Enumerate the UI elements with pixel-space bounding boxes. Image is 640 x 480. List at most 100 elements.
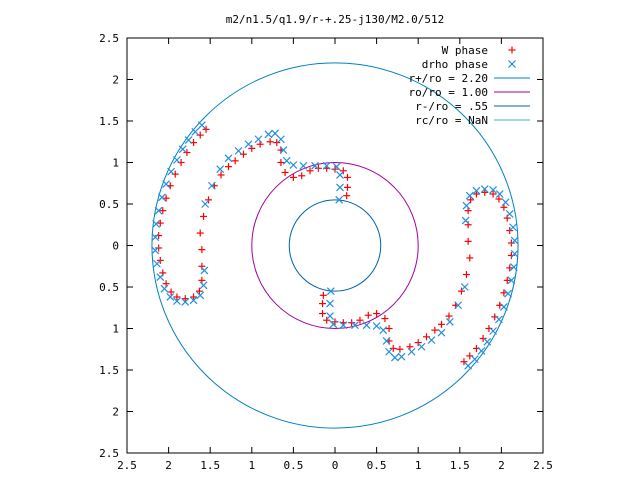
point: [231, 157, 239, 165]
x-tick-label: 0.5: [367, 459, 387, 472]
point: [225, 163, 233, 171]
point: [289, 161, 298, 169]
point: [356, 316, 364, 324]
point: [461, 216, 470, 225]
point: [499, 302, 508, 311]
point: [281, 168, 289, 176]
axis-ticks: 2.5 2 1.5 1 0.5 0 0.5 1 1.5 2 2.52.521.510.500.511…: [99, 32, 553, 472]
point: [319, 310, 327, 318]
point: [156, 273, 165, 281]
point: [379, 326, 388, 335]
point: [460, 358, 468, 366]
y-tick-label: 2: [112, 406, 119, 419]
point: [166, 293, 175, 301]
point: [417, 342, 426, 351]
point: [472, 190, 480, 198]
y-tick-label: 2.5: [99, 32, 119, 45]
point: [381, 315, 389, 323]
x-tick-label: 0: [332, 459, 339, 472]
point: [364, 311, 372, 319]
point: [385, 325, 393, 332]
point: [198, 276, 206, 284]
point: [457, 287, 465, 295]
point: [472, 186, 481, 195]
point: [500, 203, 508, 211]
point: [494, 315, 503, 324]
legend-marker: [508, 46, 516, 54]
point: [162, 194, 170, 202]
x-tick-label: 1: [248, 459, 255, 472]
point: [489, 190, 497, 198]
legend-label: rc/ro = NaN: [415, 114, 488, 127]
point: [216, 165, 225, 174]
point: [276, 135, 285, 144]
point: [326, 312, 334, 320]
point: [329, 320, 338, 329]
point: [298, 172, 306, 180]
point: [501, 198, 510, 207]
point: [189, 296, 198, 305]
point: [152, 219, 161, 228]
point: [197, 121, 206, 130]
x-tick-label: 2.5: [117, 459, 137, 472]
point: [396, 345, 404, 353]
point: [462, 201, 471, 210]
point: [481, 188, 489, 196]
point: [437, 320, 445, 328]
point: [172, 297, 181, 306]
point: [510, 249, 519, 258]
point: [397, 352, 406, 361]
point: [273, 139, 281, 147]
x-tick-label: 2: [165, 459, 172, 472]
point: [326, 287, 335, 296]
point: [306, 167, 314, 175]
point: [264, 130, 273, 139]
x-tick-label: 1: [415, 459, 422, 472]
point: [289, 173, 297, 181]
point: [162, 280, 170, 288]
point: [407, 347, 416, 356]
point: [500, 289, 508, 297]
y-tick-label: 1: [112, 157, 119, 170]
point: [299, 161, 308, 170]
point: [483, 337, 492, 346]
legend-marker: [508, 60, 516, 68]
point: [343, 183, 351, 191]
point: [445, 312, 453, 320]
point: [323, 316, 331, 324]
legend-label: ro/ro = 1.00: [409, 86, 488, 99]
point: [479, 334, 487, 342]
point: [465, 191, 474, 200]
y-tick-label: 1.5: [99, 115, 119, 128]
x-tick-label: 2.5: [533, 459, 553, 472]
point: [244, 140, 253, 149]
series-0: [155, 125, 515, 366]
point: [389, 344, 397, 352]
point: [462, 271, 470, 279]
legend-label: r+/ro = 2.20: [409, 72, 488, 85]
point: [160, 284, 169, 293]
x-tick-label: 1.5: [200, 459, 220, 472]
point: [509, 223, 517, 232]
point: [510, 236, 519, 245]
point: [332, 162, 341, 171]
point: [153, 259, 161, 268]
point: [507, 276, 516, 285]
point: [156, 219, 164, 227]
point: [466, 254, 474, 262]
point: [159, 207, 167, 215]
point: [326, 299, 334, 308]
circle-0: [151, 62, 519, 429]
legend-label: drho phase: [422, 58, 488, 71]
point: [504, 289, 512, 298]
point: [199, 281, 208, 290]
point: [184, 136, 193, 145]
x-tick-label: 0.5: [283, 459, 303, 472]
point: [202, 125, 210, 133]
point: [248, 144, 256, 152]
point: [279, 146, 288, 154]
point: [414, 339, 422, 347]
point: [200, 212, 208, 220]
point: [224, 154, 233, 163]
